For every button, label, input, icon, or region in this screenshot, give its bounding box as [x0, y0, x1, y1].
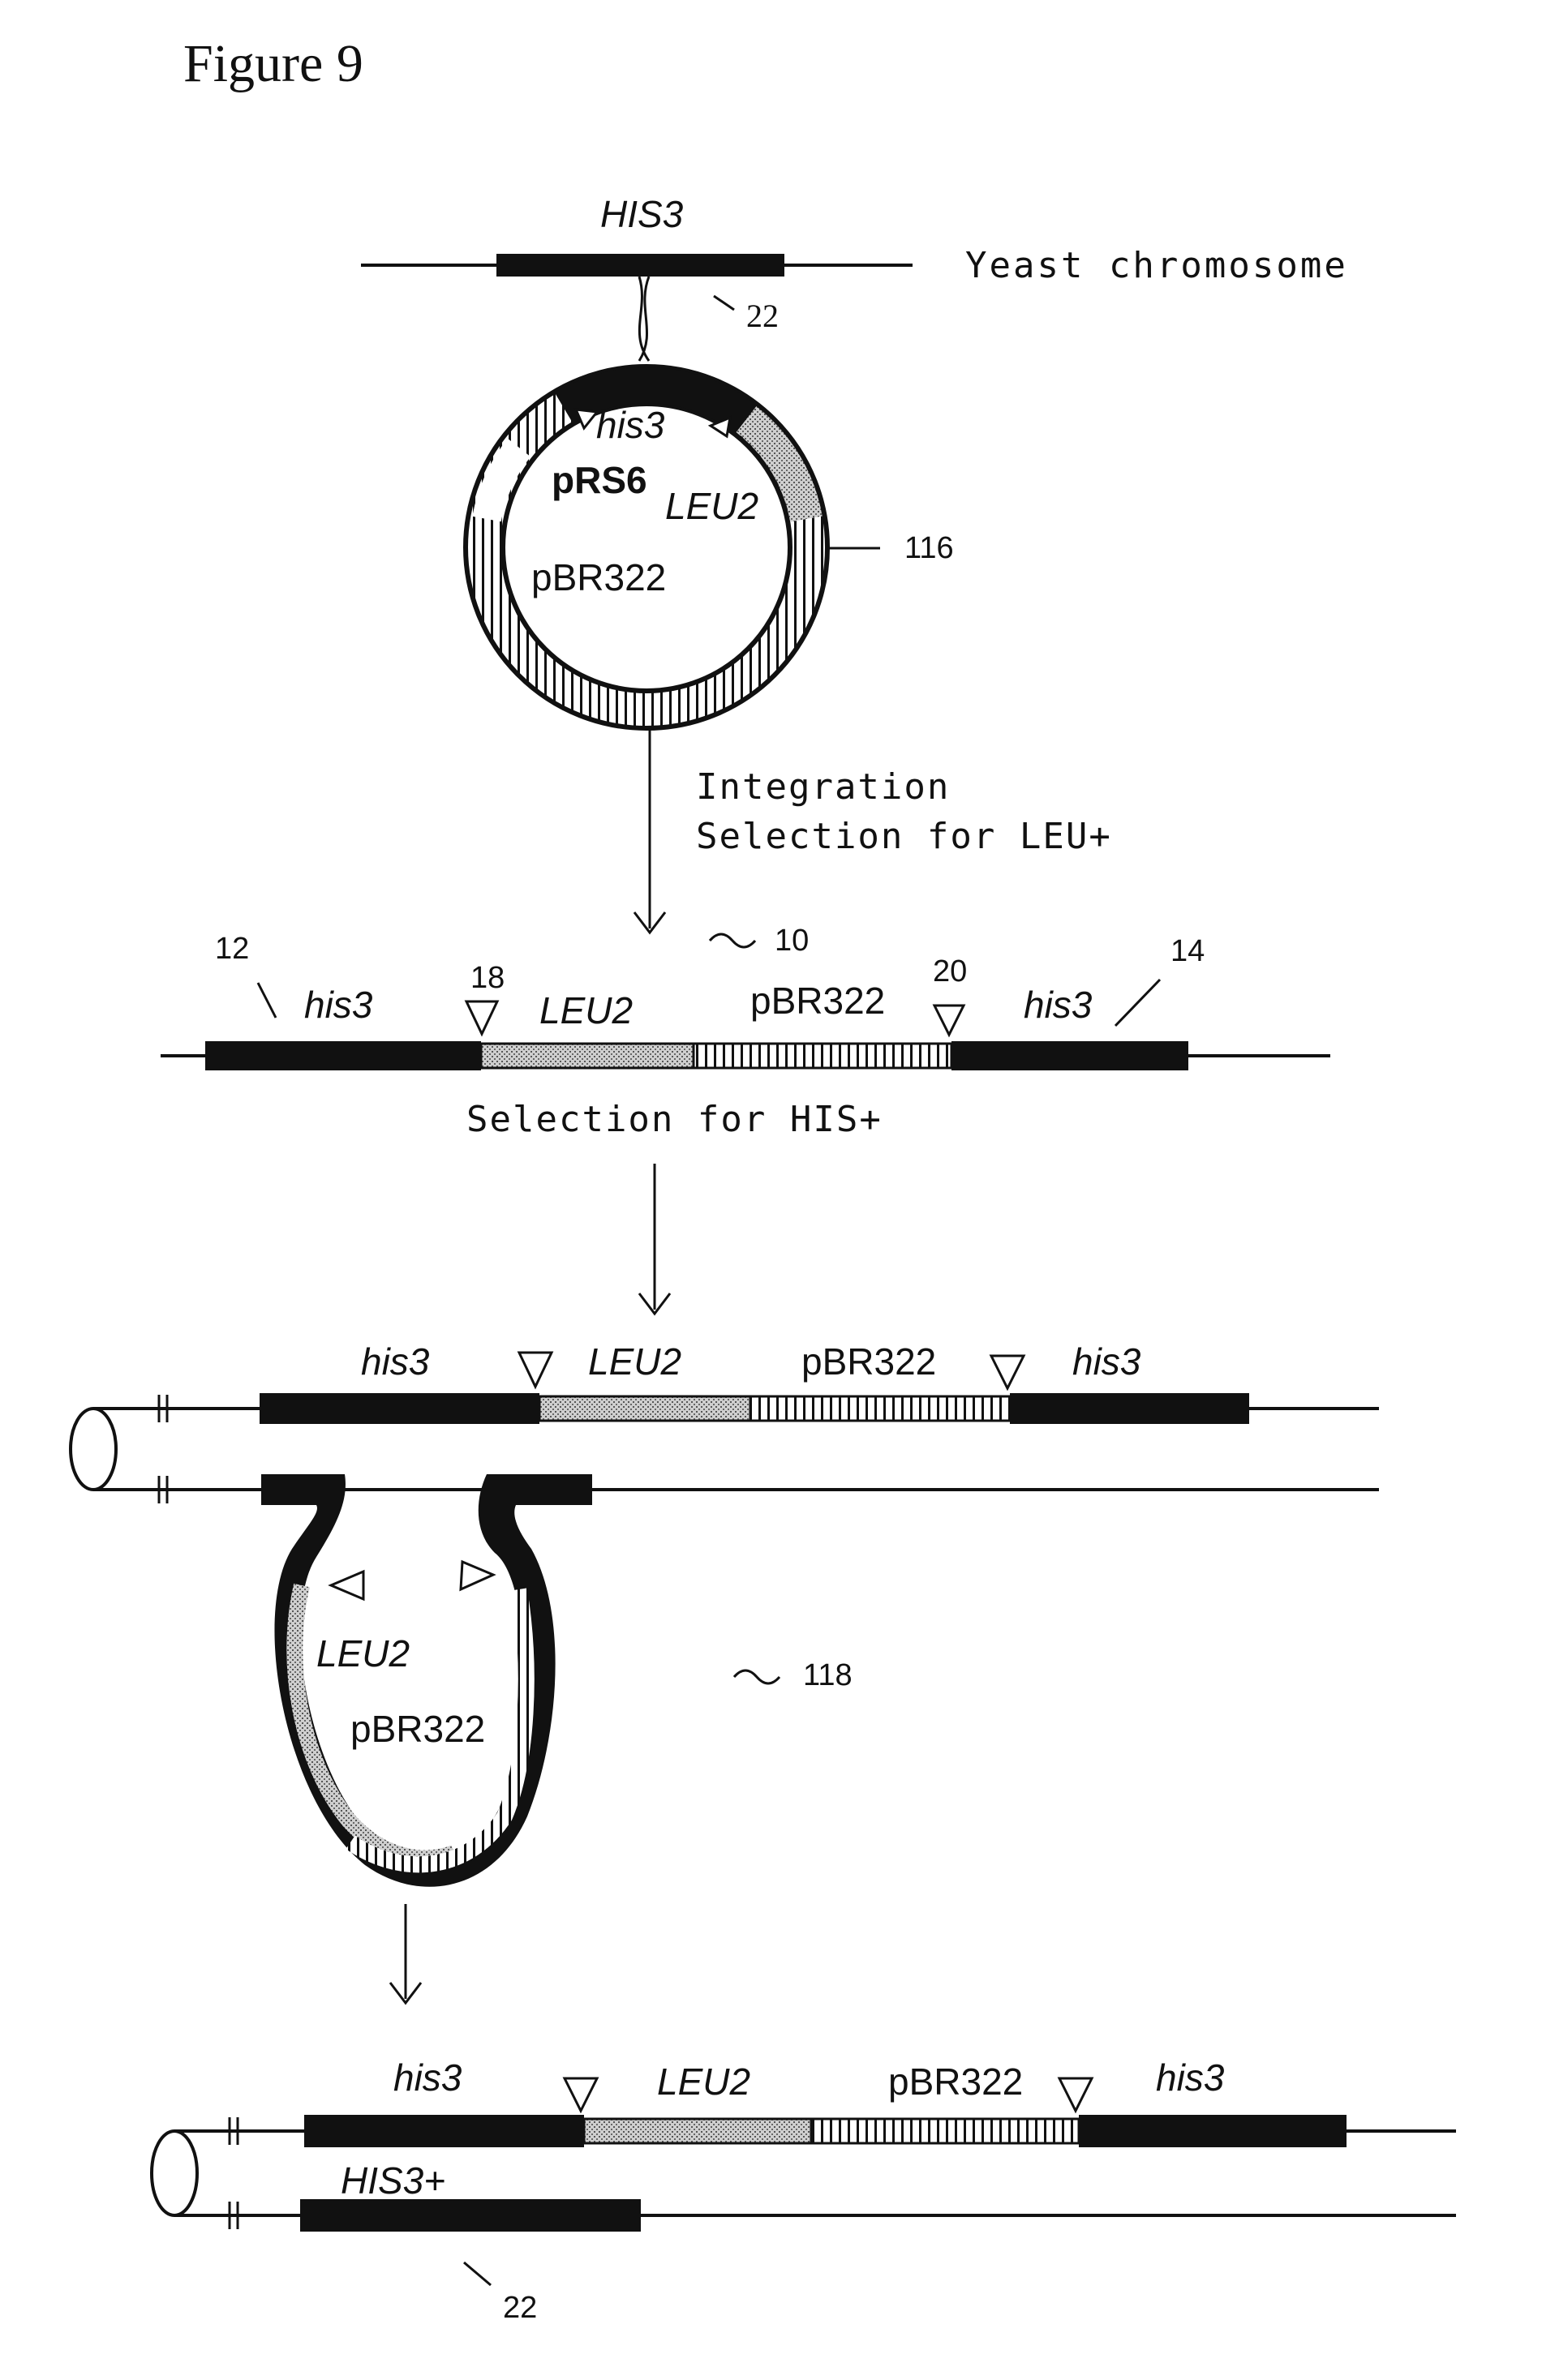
step3-loop-leu2: LEU2 — [316, 1632, 410, 1675]
step3-his3-right-block — [1010, 1393, 1249, 1424]
step3-his3-left: his3 — [361, 1340, 430, 1383]
ref-22-bottom-leader — [463, 2261, 492, 2287]
step3-cylinder-end — [69, 1407, 118, 1491]
step3-his3-left-block — [260, 1393, 539, 1424]
plasmid-pbr322-label: pBR322 — [531, 556, 666, 598]
step3-loop-right-triangle — [459, 1559, 496, 1592]
step3-site-left-triangle — [517, 1351, 554, 1390]
step2-pbr322: pBR322 — [750, 980, 885, 1022]
step2-leu2: LEU2 — [539, 989, 633, 1031]
ref-118-tilde — [732, 1669, 781, 1685]
ref-14-leader — [1114, 978, 1162, 1027]
arrow1-caption-line2: Selection for LEU+ — [696, 816, 1112, 857]
chromosome-gene-label: HIS3 — [600, 193, 684, 235]
plasmid-his3-label: his3 — [596, 404, 665, 446]
step3-loop-left-triangle — [328, 1569, 365, 1602]
ref-22-top: 22 — [746, 298, 779, 334]
step2-caption: Selection for HIS+ — [466, 1099, 883, 1140]
figure-title: Figure 9 — [183, 34, 363, 93]
ref-116: 116 — [904, 531, 954, 565]
step4-leu2-block — [582, 2117, 813, 2145]
ref-18: 18 — [470, 961, 505, 995]
step3-site-right-triangle — [989, 1354, 1026, 1392]
step2-his3-right: his3 — [1024, 984, 1093, 1026]
chromosome-label: Yeast chromosome — [965, 245, 1348, 286]
step4-site-left-triangle — [562, 2077, 599, 2114]
step4-pbr322: pBR322 — [888, 2061, 1023, 2103]
step4-site-right-triangle — [1057, 2077, 1094, 2114]
step3-pbr322: pBR322 — [801, 1340, 936, 1383]
step4-his3-left-block — [304, 2115, 584, 2147]
plasmid-site-right-triangle — [707, 415, 732, 439]
step3-excision-loop — [261, 1474, 592, 1887]
plasmid-leu2-label: LEU2 — [665, 485, 758, 527]
step3-leu2: LEU2 — [588, 1340, 681, 1383]
ref-10-tilde — [708, 933, 757, 949]
step4-cylinder-end — [150, 2129, 199, 2217]
plasmid-name-label: pRS6 — [552, 459, 647, 501]
step2-site-20-triangle — [932, 1004, 966, 1038]
step4-break-marks — [228, 2117, 239, 2229]
step2-his3-left: his3 — [304, 984, 373, 1026]
chromosome-his3-block — [496, 254, 784, 277]
plasmid-pRS6 — [463, 364, 830, 731]
arrow-selection-his — [638, 1164, 672, 1316]
step4-his3-plus: HIS3+ — [341, 2159, 445, 2202]
step3-group: his3 LEU2 pBR322 his3 LEU2 pBR322 118 — [69, 1340, 1379, 1887]
step4-his3-right-block — [1079, 2115, 1347, 2147]
ref-14: 14 — [1170, 934, 1205, 968]
step2-his3-left-block — [205, 1041, 481, 1070]
step4-pbr322-block — [810, 2117, 1080, 2145]
step2-pbr322-block — [692, 1042, 953, 1070]
ref-118: 118 — [803, 1658, 853, 1692]
step2-his3-right-block — [951, 1041, 1188, 1070]
step3-his3-right: his3 — [1072, 1340, 1141, 1383]
arrow-excision — [389, 1904, 423, 2005]
step3-loop-pbr322: pBR322 — [350, 1708, 485, 1750]
ref-22-leader — [713, 294, 735, 311]
step2-site-18-triangle — [464, 1000, 500, 1037]
step3-leu2-block — [538, 1395, 752, 1422]
step4-group: his3 LEU2 pBR322 his3 HIS3+ 22 — [150, 2056, 1456, 2325]
step4-his3-plus-block — [300, 2199, 641, 2232]
crossover-lines — [638, 276, 651, 362]
plasmid-site-left-triangle — [573, 408, 599, 431]
ref-10: 10 — [775, 924, 809, 958]
step1-group: HIS3 Yeast chromosome 22 his3 pRS6 LEU2 … — [361, 193, 1348, 731]
arrow-integration — [633, 730, 667, 935]
step4-his3-left: his3 — [393, 2056, 462, 2099]
ref-22-bottom: 22 — [503, 2291, 537, 2325]
step3-pbr322-block — [749, 1395, 1012, 1422]
step2-group: 10 12 14 18 20 his3 LEU2 pBR322 his3 Sel… — [161, 924, 1330, 1140]
step4-leu2: LEU2 — [657, 2061, 750, 2103]
step4-his3-right: his3 — [1156, 2056, 1225, 2099]
ref-12: 12 — [215, 932, 249, 966]
step3-break-marks — [157, 1395, 169, 1503]
step2-leu2-block — [479, 1042, 695, 1070]
ref-12-leader — [256, 982, 277, 1018]
arrow1-caption-line1: Integration — [696, 766, 950, 808]
ref-20: 20 — [933, 954, 967, 988]
